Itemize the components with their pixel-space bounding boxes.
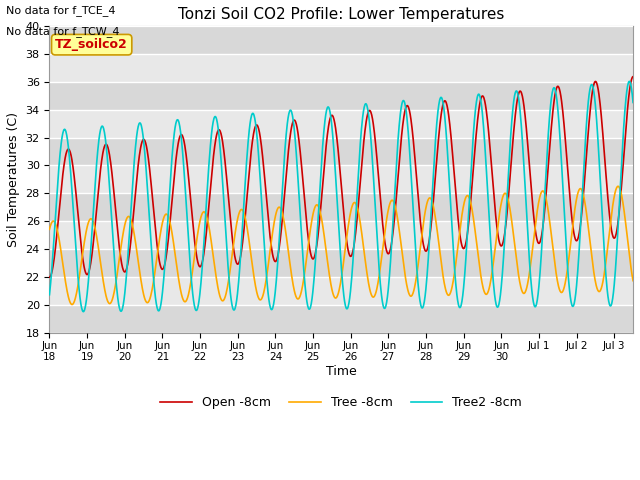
Open -8cm — [214, 128, 221, 134]
Line: Tree -8cm: Tree -8cm — [49, 186, 633, 304]
X-axis label: Time: Time — [326, 365, 356, 378]
Tree2 -8cm — [79, 309, 87, 314]
Bar — [49, 54, 633, 82]
Open -8cm — [552, 88, 559, 94]
Bar — [49, 277, 633, 305]
Tree -8cm — [162, 212, 170, 217]
Bar — [49, 305, 633, 333]
Tree2 -8cm — [552, 92, 560, 97]
Open -8cm — [45, 274, 53, 280]
Line: Tree2 -8cm: Tree2 -8cm — [49, 82, 633, 312]
Tree -8cm — [488, 274, 495, 280]
Open -8cm — [161, 259, 169, 265]
Tree -8cm — [629, 278, 637, 284]
Bar — [49, 249, 633, 277]
Bar — [49, 82, 633, 109]
Open -8cm — [629, 74, 637, 80]
Open -8cm — [267, 240, 275, 246]
Bar — [49, 166, 633, 193]
Bar — [49, 26, 633, 54]
Tree -8cm — [151, 271, 159, 277]
Bar — [49, 109, 633, 138]
Tree2 -8cm — [151, 288, 159, 293]
Tree2 -8cm — [625, 79, 633, 84]
Bar — [49, 221, 633, 249]
Y-axis label: Soil Temperatures (C): Soil Temperatures (C) — [7, 112, 20, 247]
Open -8cm — [150, 215, 158, 220]
Tree2 -8cm — [162, 251, 170, 256]
Text: TZ_soilco2: TZ_soilco2 — [55, 38, 128, 51]
Tree2 -8cm — [488, 253, 495, 259]
Tree2 -8cm — [45, 292, 53, 298]
Tree -8cm — [268, 240, 275, 245]
Line: Open -8cm: Open -8cm — [49, 77, 633, 277]
Text: No data for f_TCE_4: No data for f_TCE_4 — [6, 5, 116, 16]
Bar — [49, 138, 633, 166]
Text: No data for f_TCW_4: No data for f_TCW_4 — [6, 26, 120, 37]
Tree -8cm — [68, 301, 76, 307]
Tree2 -8cm — [629, 100, 637, 106]
Tree -8cm — [614, 183, 622, 189]
Tree -8cm — [214, 286, 222, 292]
Tree -8cm — [45, 227, 53, 232]
Bar — [49, 193, 633, 221]
Tree2 -8cm — [214, 126, 222, 132]
Tree -8cm — [552, 270, 560, 276]
Tree2 -8cm — [268, 307, 275, 312]
Title: Tonzi Soil CO2 Profile: Lower Temperatures: Tonzi Soil CO2 Profile: Lower Temperatur… — [178, 7, 504, 22]
Open -8cm — [487, 157, 495, 163]
Legend: Open -8cm, Tree -8cm, Tree2 -8cm: Open -8cm, Tree -8cm, Tree2 -8cm — [156, 391, 527, 414]
